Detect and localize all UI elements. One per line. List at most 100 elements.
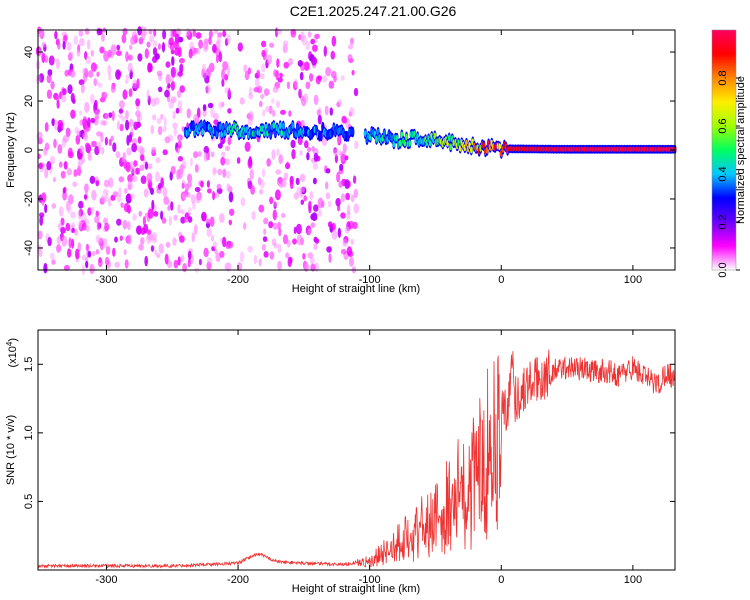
noise-speckle (130, 36, 136, 45)
noise-speckle (90, 206, 95, 214)
noise-speckle (300, 31, 305, 42)
noise-speckle (299, 150, 303, 156)
noise-speckle (195, 194, 202, 204)
noise-speckle (71, 238, 75, 249)
noise-speckle (155, 171, 160, 182)
noise-speckle (273, 201, 277, 209)
noise-speckle (131, 168, 135, 176)
noise-speckle (56, 244, 62, 253)
noise-speckle (127, 174, 133, 183)
noise-speckle (96, 221, 101, 231)
spectrogram-x-axis-label: Height of straight line (km) (292, 283, 420, 295)
noise-speckle (79, 145, 85, 154)
noise-speckle (150, 187, 154, 195)
signal-mark (498, 143, 502, 151)
noise-speckle (303, 61, 310, 71)
noise-speckle (253, 254, 257, 265)
noise-speckle (325, 67, 332, 77)
signal-trace-layer (183, 119, 677, 159)
noise-speckle (103, 179, 110, 188)
noise-speckle (263, 228, 267, 235)
noise-speckle (224, 74, 229, 81)
noise-speckle (101, 91, 105, 101)
noise-speckle (269, 196, 274, 205)
noise-speckle (60, 227, 66, 234)
noise-speckle (78, 29, 84, 37)
noise-speckle (65, 127, 71, 138)
signal-mark (272, 122, 276, 129)
noise-speckle (305, 81, 311, 90)
noise-speckle (317, 114, 322, 125)
noise-speckle (122, 219, 128, 230)
noise-speckle (350, 37, 354, 45)
colorbar: 0.0 0.2 0.4 0.6 0.8 (711, 29, 740, 278)
noise-speckle (239, 251, 245, 263)
noise-speckle (323, 45, 327, 57)
noise-speckle (142, 216, 146, 226)
noise-speckle (167, 205, 171, 211)
noise-speckle (250, 185, 256, 195)
noise-speckle (97, 82, 103, 88)
noise-speckle (188, 48, 193, 59)
noise-speckle (207, 188, 212, 194)
noise-speckle (147, 95, 151, 106)
noise-speckle (222, 168, 227, 178)
noise-speckle (310, 38, 316, 45)
noise-speckle (266, 54, 273, 65)
noise-speckle (172, 110, 176, 120)
noise-speckle (164, 253, 169, 265)
signal-mark (199, 121, 203, 129)
noise-speckle (66, 168, 73, 176)
noise-speckle (99, 46, 105, 54)
noise-speckle (82, 67, 88, 75)
noise-speckle (62, 88, 67, 96)
noise-speckle (144, 255, 148, 267)
noise-speckle (78, 200, 84, 209)
colorbar-gradient (712, 30, 736, 270)
noise-speckle (127, 54, 133, 61)
noise-speckle (95, 180, 100, 187)
noise-speckle (293, 192, 299, 200)
noise-speckle (152, 114, 157, 121)
noise-speckle (340, 248, 347, 255)
noise-speckle (212, 166, 217, 176)
noise-speckle (184, 217, 189, 223)
noise-speckle (171, 56, 175, 66)
noise-speckle (261, 168, 266, 178)
noise-speckle (317, 75, 323, 81)
noise-speckle (299, 71, 304, 81)
noise-speckle (140, 25, 146, 37)
noise-speckle (46, 74, 52, 84)
noise-speckle (321, 200, 325, 208)
noise-speckle (272, 209, 277, 221)
noise-speckle (278, 154, 284, 165)
noise-speckle (353, 87, 359, 97)
noise-speckle (307, 31, 312, 38)
noise-speckle (217, 168, 223, 176)
noise-speckle (99, 241, 104, 251)
noise-speckle (221, 78, 225, 87)
noise-speckle (277, 77, 283, 83)
signal-mark (218, 123, 222, 131)
noise-speckle (85, 142, 90, 149)
noise-speckle (282, 234, 289, 245)
snr-x-axis-label: Height of straight line (km) (292, 583, 420, 595)
noise-speckle (329, 107, 333, 116)
noise-speckle (58, 206, 64, 217)
chart-title: C2E1.2025.247.21.00.G26 (290, 3, 457, 19)
noise-speckle (165, 61, 171, 68)
noise-speckle (227, 87, 231, 98)
noise-speckle (205, 84, 211, 95)
snr-plot: -300 -200 -100 0 100 0.5 1.0 1.5 (23, 329, 676, 586)
noise-speckle (125, 51, 129, 62)
noise-speckle (353, 203, 360, 214)
noise-speckle (239, 97, 245, 105)
noise-speckle (287, 256, 292, 268)
noise-speckle (218, 101, 223, 110)
noise-speckle (177, 134, 183, 141)
noise-speckle (225, 158, 230, 166)
noise-speckle (261, 49, 266, 58)
x-tick-label: 0 (498, 574, 504, 586)
noise-speckle (101, 194, 106, 203)
